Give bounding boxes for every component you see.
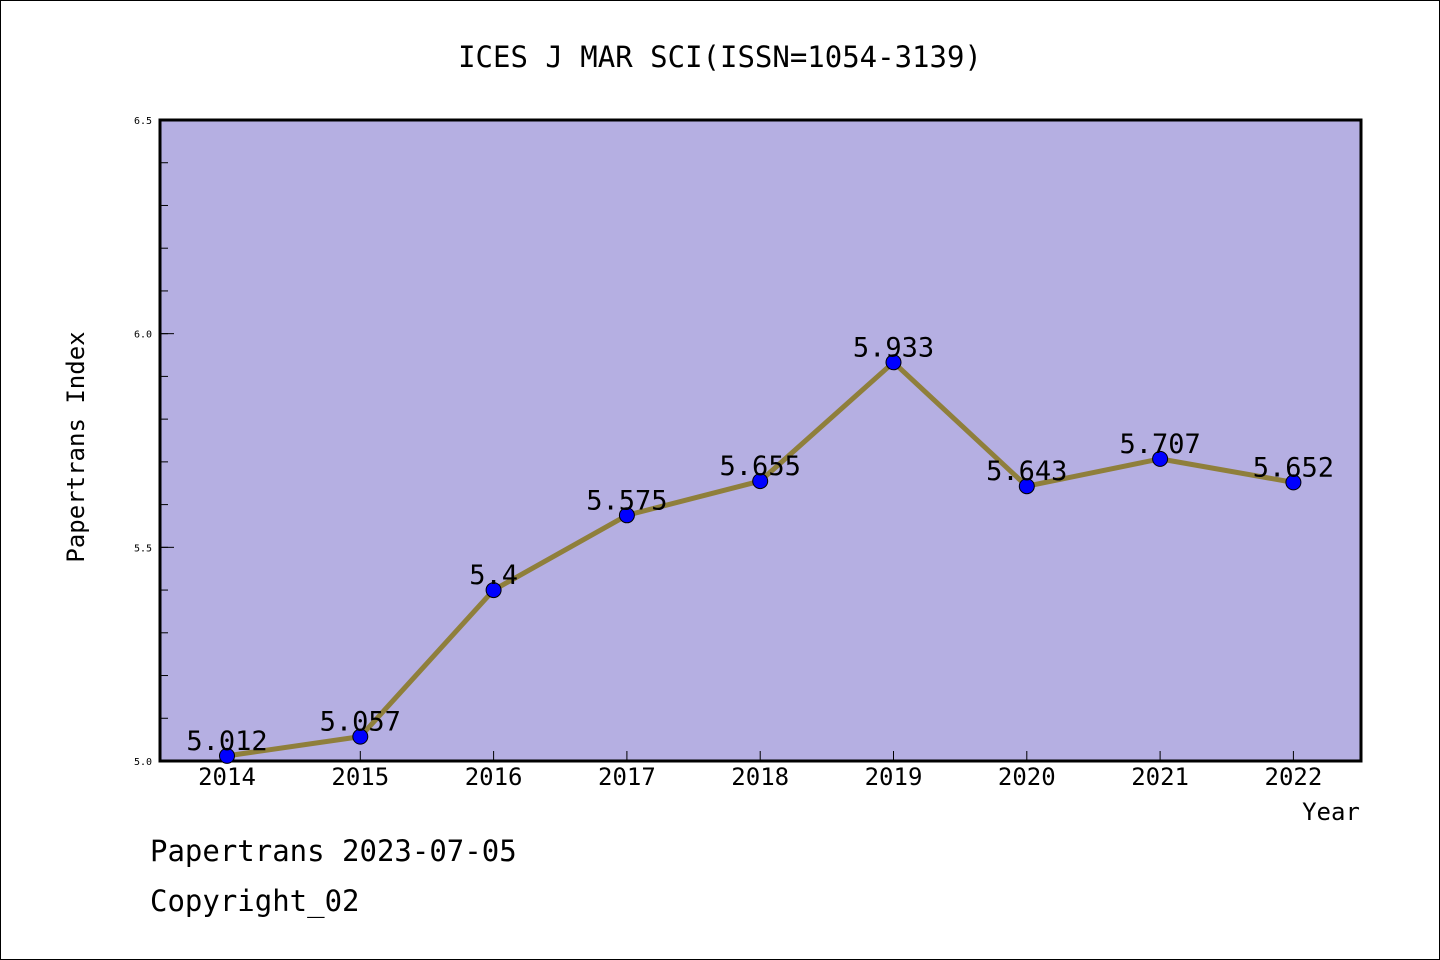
data-point: [1018, 478, 1035, 495]
x-tick-label: 2022: [1265, 763, 1323, 791]
x-tick-label: 2020: [998, 763, 1056, 791]
x-axis-label: Year: [1302, 798, 1360, 826]
data-point: [885, 354, 902, 371]
x-tick-label: 2015: [331, 763, 389, 791]
data-label: 5.652: [1253, 452, 1334, 483]
y-tick-label: 6.0: [134, 330, 152, 341]
data-point: [352, 728, 369, 745]
data-point: [485, 582, 502, 599]
plot-area: [158, 118, 1363, 763]
data-label: 5.655: [720, 451, 801, 482]
x-tick-label: 2018: [731, 763, 789, 791]
data-point: [219, 747, 235, 764]
footer-copyright-line: Copyright_02: [150, 884, 360, 918]
data-label: 5.4: [469, 560, 518, 591]
chart-title: ICES J MAR SCI(ISSN=1054-3139): [458, 40, 982, 74]
y-tick-label: 6.5: [134, 116, 152, 127]
data-point: [618, 507, 635, 524]
data-labels: 5.012 5.057 5.4 5.575 5.655 5.933 5.643 5.707 5.…: [186, 332, 1334, 757]
x-tick-label: 2019: [865, 763, 923, 791]
data-label: 5.012: [186, 726, 267, 757]
data-point: [752, 473, 769, 490]
data-point: [1285, 474, 1302, 491]
x-tick-label: 2021: [1131, 763, 1189, 791]
data-point: [1152, 450, 1169, 467]
footer-date-line: Papertrans 2023-07-05: [150, 834, 517, 868]
data-label: 5.707: [1119, 429, 1200, 460]
data-label: 5.575: [586, 485, 667, 516]
data-label: 5.057: [320, 707, 401, 738]
x-tick-label: 2017: [598, 763, 656, 791]
x-tick-label: 2014: [198, 763, 256, 791]
data-label: 5.933: [853, 332, 934, 363]
data-label: 5.643: [986, 456, 1067, 487]
y-tick-label: 5.5: [134, 543, 152, 554]
x-axis: 2014 2015 2016 2017 2018 2019 2020 2021 2022: [198, 751, 1322, 791]
series-papertrans-index: [219, 354, 1302, 764]
x-tick-label: 2016: [465, 763, 523, 791]
y-axis: 5.0 5.5 6.0 6.5: [134, 116, 174, 768]
y-tick-label: 5.0: [134, 757, 152, 768]
y-axis-label: Papertrans Index: [62, 331, 90, 562]
